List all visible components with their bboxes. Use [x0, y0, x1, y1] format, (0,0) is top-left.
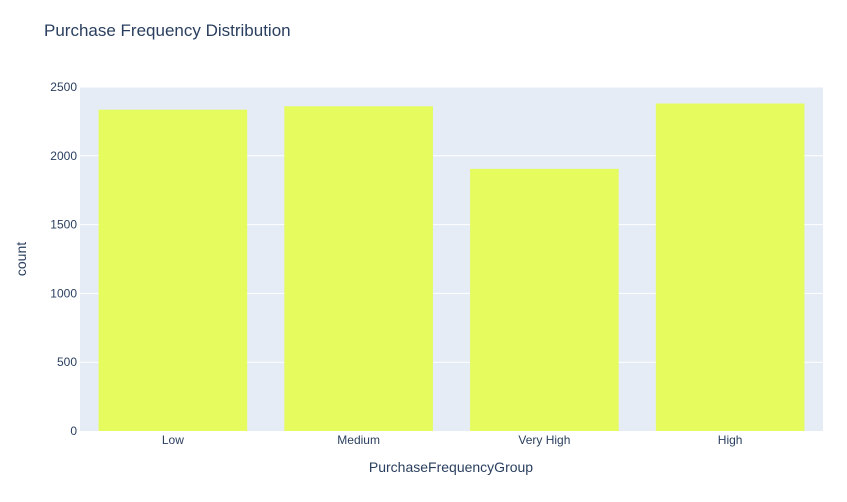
x-axis-ticks: Low Medium Very High High — [162, 433, 743, 447]
y-axis-ticks: 0 500 1000 1500 2000 2500 — [50, 80, 77, 438]
y-tick-label: 2000 — [50, 149, 77, 163]
bar-high[interactable] — [655, 103, 805, 432]
y-tick-label: 1000 — [50, 286, 77, 300]
bar-low[interactable] — [98, 109, 248, 431]
y-tick-label: 1500 — [50, 218, 77, 232]
x-tick-label: Low — [162, 433, 184, 447]
x-tick-label: Very High — [518, 433, 570, 447]
y-tick-label: 2500 — [50, 80, 77, 94]
y-tick-label: 0 — [70, 424, 77, 438]
bar-medium[interactable] — [284, 106, 433, 431]
x-tick-label: Medium — [337, 433, 380, 447]
y-tick-label: 500 — [57, 355, 77, 369]
y-axis-title: count — [13, 242, 29, 276]
chart-title: Purchase Frequency Distribution — [44, 21, 291, 40]
x-axis-title: PurchaseFrequencyGroup — [369, 459, 533, 475]
x-tick-label: High — [718, 433, 743, 447]
bar-very-high[interactable] — [470, 168, 619, 431]
bars — [98, 103, 805, 432]
